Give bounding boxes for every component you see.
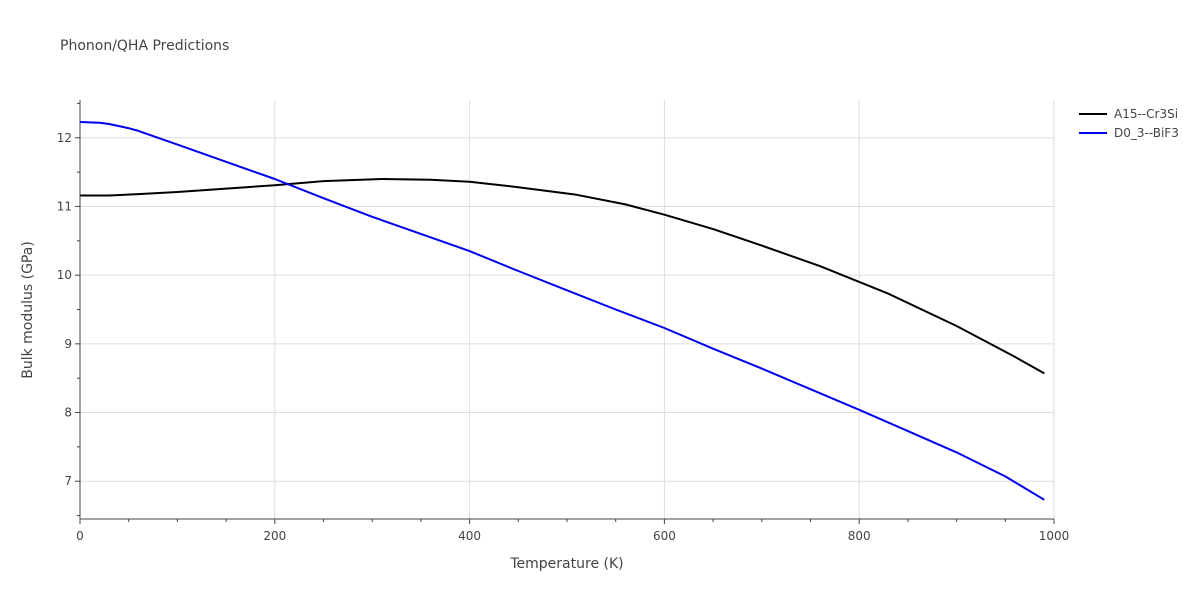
axes (75, 100, 1055, 524)
y-tick-label: 9 (64, 337, 72, 351)
y-tick-label: 10 (57, 268, 72, 282)
x-axis-title: Temperature (K) (509, 556, 623, 572)
y-tick-labels: 7 8 9 10 11 12 (57, 131, 72, 488)
x-tick-label: 1000 (1039, 529, 1070, 543)
y-tick-label: 7 (64, 474, 72, 488)
series-line-1 (79, 121, 1045, 501)
x-tick-label: 800 (848, 529, 871, 543)
grid-lines (80, 100, 1055, 519)
x-tick-label: 400 (458, 529, 481, 543)
series-line-0 (80, 178, 1045, 375)
legend-item-0[interactable]: A15--Cr3Si (1079, 107, 1178, 121)
legend-label: A15--Cr3Si (1114, 107, 1178, 121)
legend-label: D0_3--BiF3 (1114, 126, 1179, 140)
x-tick-label: 200 (263, 529, 286, 543)
series-lines (79, 121, 1045, 501)
y-tick-label: 12 (57, 131, 72, 145)
x-tick-label: 0 (76, 529, 84, 543)
y-tick-label: 11 (57, 199, 72, 213)
y-axis-title: Bulk modulus (GPa) (20, 241, 36, 379)
legend[interactable]: A15--Cr3Si D0_3--BiF3 (1079, 107, 1179, 140)
x-tick-label: 600 (653, 529, 676, 543)
x-tick-labels: 0 200 400 600 800 1000 (76, 529, 1069, 543)
chart-title: Phonon/QHA Predictions (60, 38, 229, 54)
y-tick-label: 8 (64, 406, 72, 420)
legend-item-1[interactable]: D0_3--BiF3 (1079, 126, 1179, 140)
